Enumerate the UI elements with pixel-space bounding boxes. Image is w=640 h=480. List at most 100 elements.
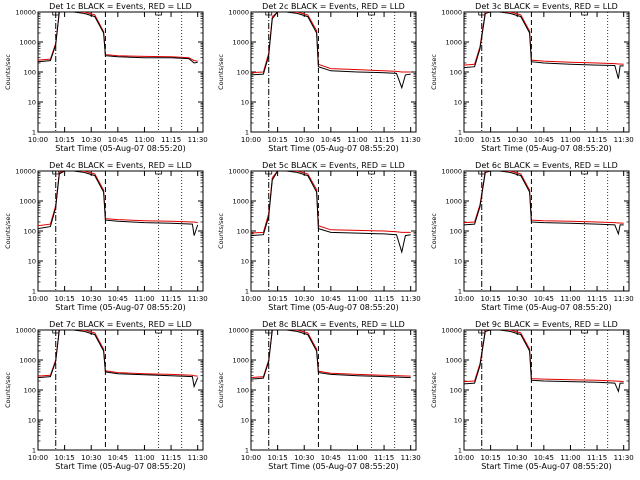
y-tick-label: 1000 [445,39,462,47]
chart-panel-4: Det 4c BLACK = Events, RED = LLD Counts/s… [4,161,208,312]
y-tick-label: 10 [454,258,462,266]
x-tick-label: 11:15 [374,136,394,144]
series-line-events [251,12,411,90]
x-tick-label: 10:00 [241,295,261,303]
y-tick-label: 10 [28,417,36,425]
y-tick-label: 100 [24,228,36,236]
x-tick-label: 10:15 [55,454,75,462]
y-tick-label: 10 [241,417,249,425]
x-tick-label: 11:00 [560,295,580,303]
plot-frame [250,11,417,133]
marker-bracket [581,12,589,16]
y-tick-label: 1000 [232,357,249,365]
y-tick-label: 1000 [445,198,462,206]
y-tick-label: 10000 [441,168,462,176]
x-tick-label: 11:30 [401,454,421,462]
x-tick-label: 10:00 [28,295,48,303]
chart-panel-1: Det 1c BLACK = Events, RED = LLD Counts/s… [4,2,208,153]
x-tick-label: 10:15 [55,136,75,144]
marker-bracket [368,330,376,334]
series-line-lld [38,330,198,377]
marker-bracket [581,330,589,334]
y-tick-label: 100 [450,228,462,236]
chart-panel-2: Det 2c BLACK = Events, RED = LLD Counts/s… [217,2,421,153]
y-tick-label: 10000 [441,327,462,335]
plot-frame [37,170,204,292]
x-tick-label: 10:45 [321,295,341,303]
y-tick-label: 100 [237,228,249,236]
y-axis-label: Counts/sec [430,54,438,90]
marker-bracket [265,171,273,175]
series-line-lld [464,171,624,224]
y-axis-label: Counts/sec [430,372,438,408]
y-tick-label: 10000 [228,327,249,335]
x-tick-label: 11:15 [374,454,394,462]
plot-frame [37,11,204,133]
series-line-lld [251,330,411,379]
x-tick-label: 11:15 [587,295,607,303]
chart-title: Det 8c BLACK = Events, RED = LLD [262,320,405,329]
x-tick-label: 11:00 [134,295,154,303]
x-tick-label: 10:30 [81,295,101,303]
x-tick-label: 11:30 [188,136,208,144]
y-tick-label: 10000 [15,9,36,17]
x-tick-label: 11:00 [347,454,367,462]
x-tick-label: 10:30 [81,454,101,462]
x-axis-label: Start Time (05-Aug-07 08:55:20) [481,303,612,312]
x-tick-label: 11:30 [188,454,208,462]
series-line-lld [464,12,624,66]
chart-panel-9: Det 9c BLACK = Events, RED = LLD Counts/s… [430,320,634,471]
x-tick-label: 11:00 [347,295,367,303]
chart-title: Det 9c BLACK = Events, RED = LLD [475,320,618,329]
y-tick-label: 10 [28,258,36,266]
x-tick-label: 10:15 [481,136,501,144]
marker-bracket [155,12,163,16]
x-tick-label: 11:15 [161,295,181,303]
y-tick-label: 10000 [15,168,36,176]
x-tick-label: 11:15 [161,136,181,144]
x-tick-label: 10:30 [294,136,314,144]
y-tick-label: 1 [245,129,249,137]
y-tick-label: 1 [32,288,36,296]
chart-title: Det 1c BLACK = Events, RED = LLD [49,2,192,11]
plot-frame [463,170,630,292]
y-axis-label: Counts/sec [4,54,12,90]
x-tick-label: 10:45 [534,295,554,303]
y-tick-label: 100 [450,69,462,77]
x-tick-label: 11:30 [614,454,634,462]
chart-title: Det 3c BLACK = Events, RED = LLD [475,2,618,11]
x-tick-label: 11:30 [401,136,421,144]
x-tick-label: 10:00 [241,454,261,462]
x-tick-label: 11:00 [347,136,367,144]
x-tick-label: 11:15 [374,295,394,303]
x-tick-label: 11:15 [587,136,607,144]
x-tick-label: 11:00 [560,454,580,462]
x-tick-label: 10:00 [454,136,474,144]
series-line-lld [38,12,198,62]
chart-panel-8: Det 8c BLACK = Events, RED = LLD Counts/s… [217,320,421,471]
x-tick-label: 10:00 [28,454,48,462]
y-tick-label: 10 [454,417,462,425]
chart-title: Det 2c BLACK = Events, RED = LLD [262,2,405,11]
y-tick-label: 1000 [445,357,462,365]
chart-panel-6: Det 6c BLACK = Events, RED = LLD Counts/s… [430,161,634,312]
x-tick-label: 10:30 [507,136,527,144]
plot-frame [250,329,417,451]
y-axis-label: Counts/sec [217,372,225,408]
x-axis-label: Start Time (05-Aug-07 08:55:20) [55,462,186,471]
x-tick-label: 11:00 [134,136,154,144]
x-tick-label: 10:30 [294,454,314,462]
chart-title: Det 4c BLACK = Events, RED = LLD [49,161,192,170]
x-tick-label: 11:30 [401,295,421,303]
x-tick-label: 10:15 [268,136,288,144]
marker-bracket [52,171,60,175]
y-axis-label: Counts/sec [4,213,12,249]
marker-bracket [581,171,589,175]
series-line-lld [38,171,198,227]
y-tick-label: 1 [245,447,249,455]
series-line-lld [251,12,411,74]
x-tick-label: 11:30 [614,295,634,303]
marker-bracket [155,330,163,334]
x-tick-label: 10:15 [268,454,288,462]
